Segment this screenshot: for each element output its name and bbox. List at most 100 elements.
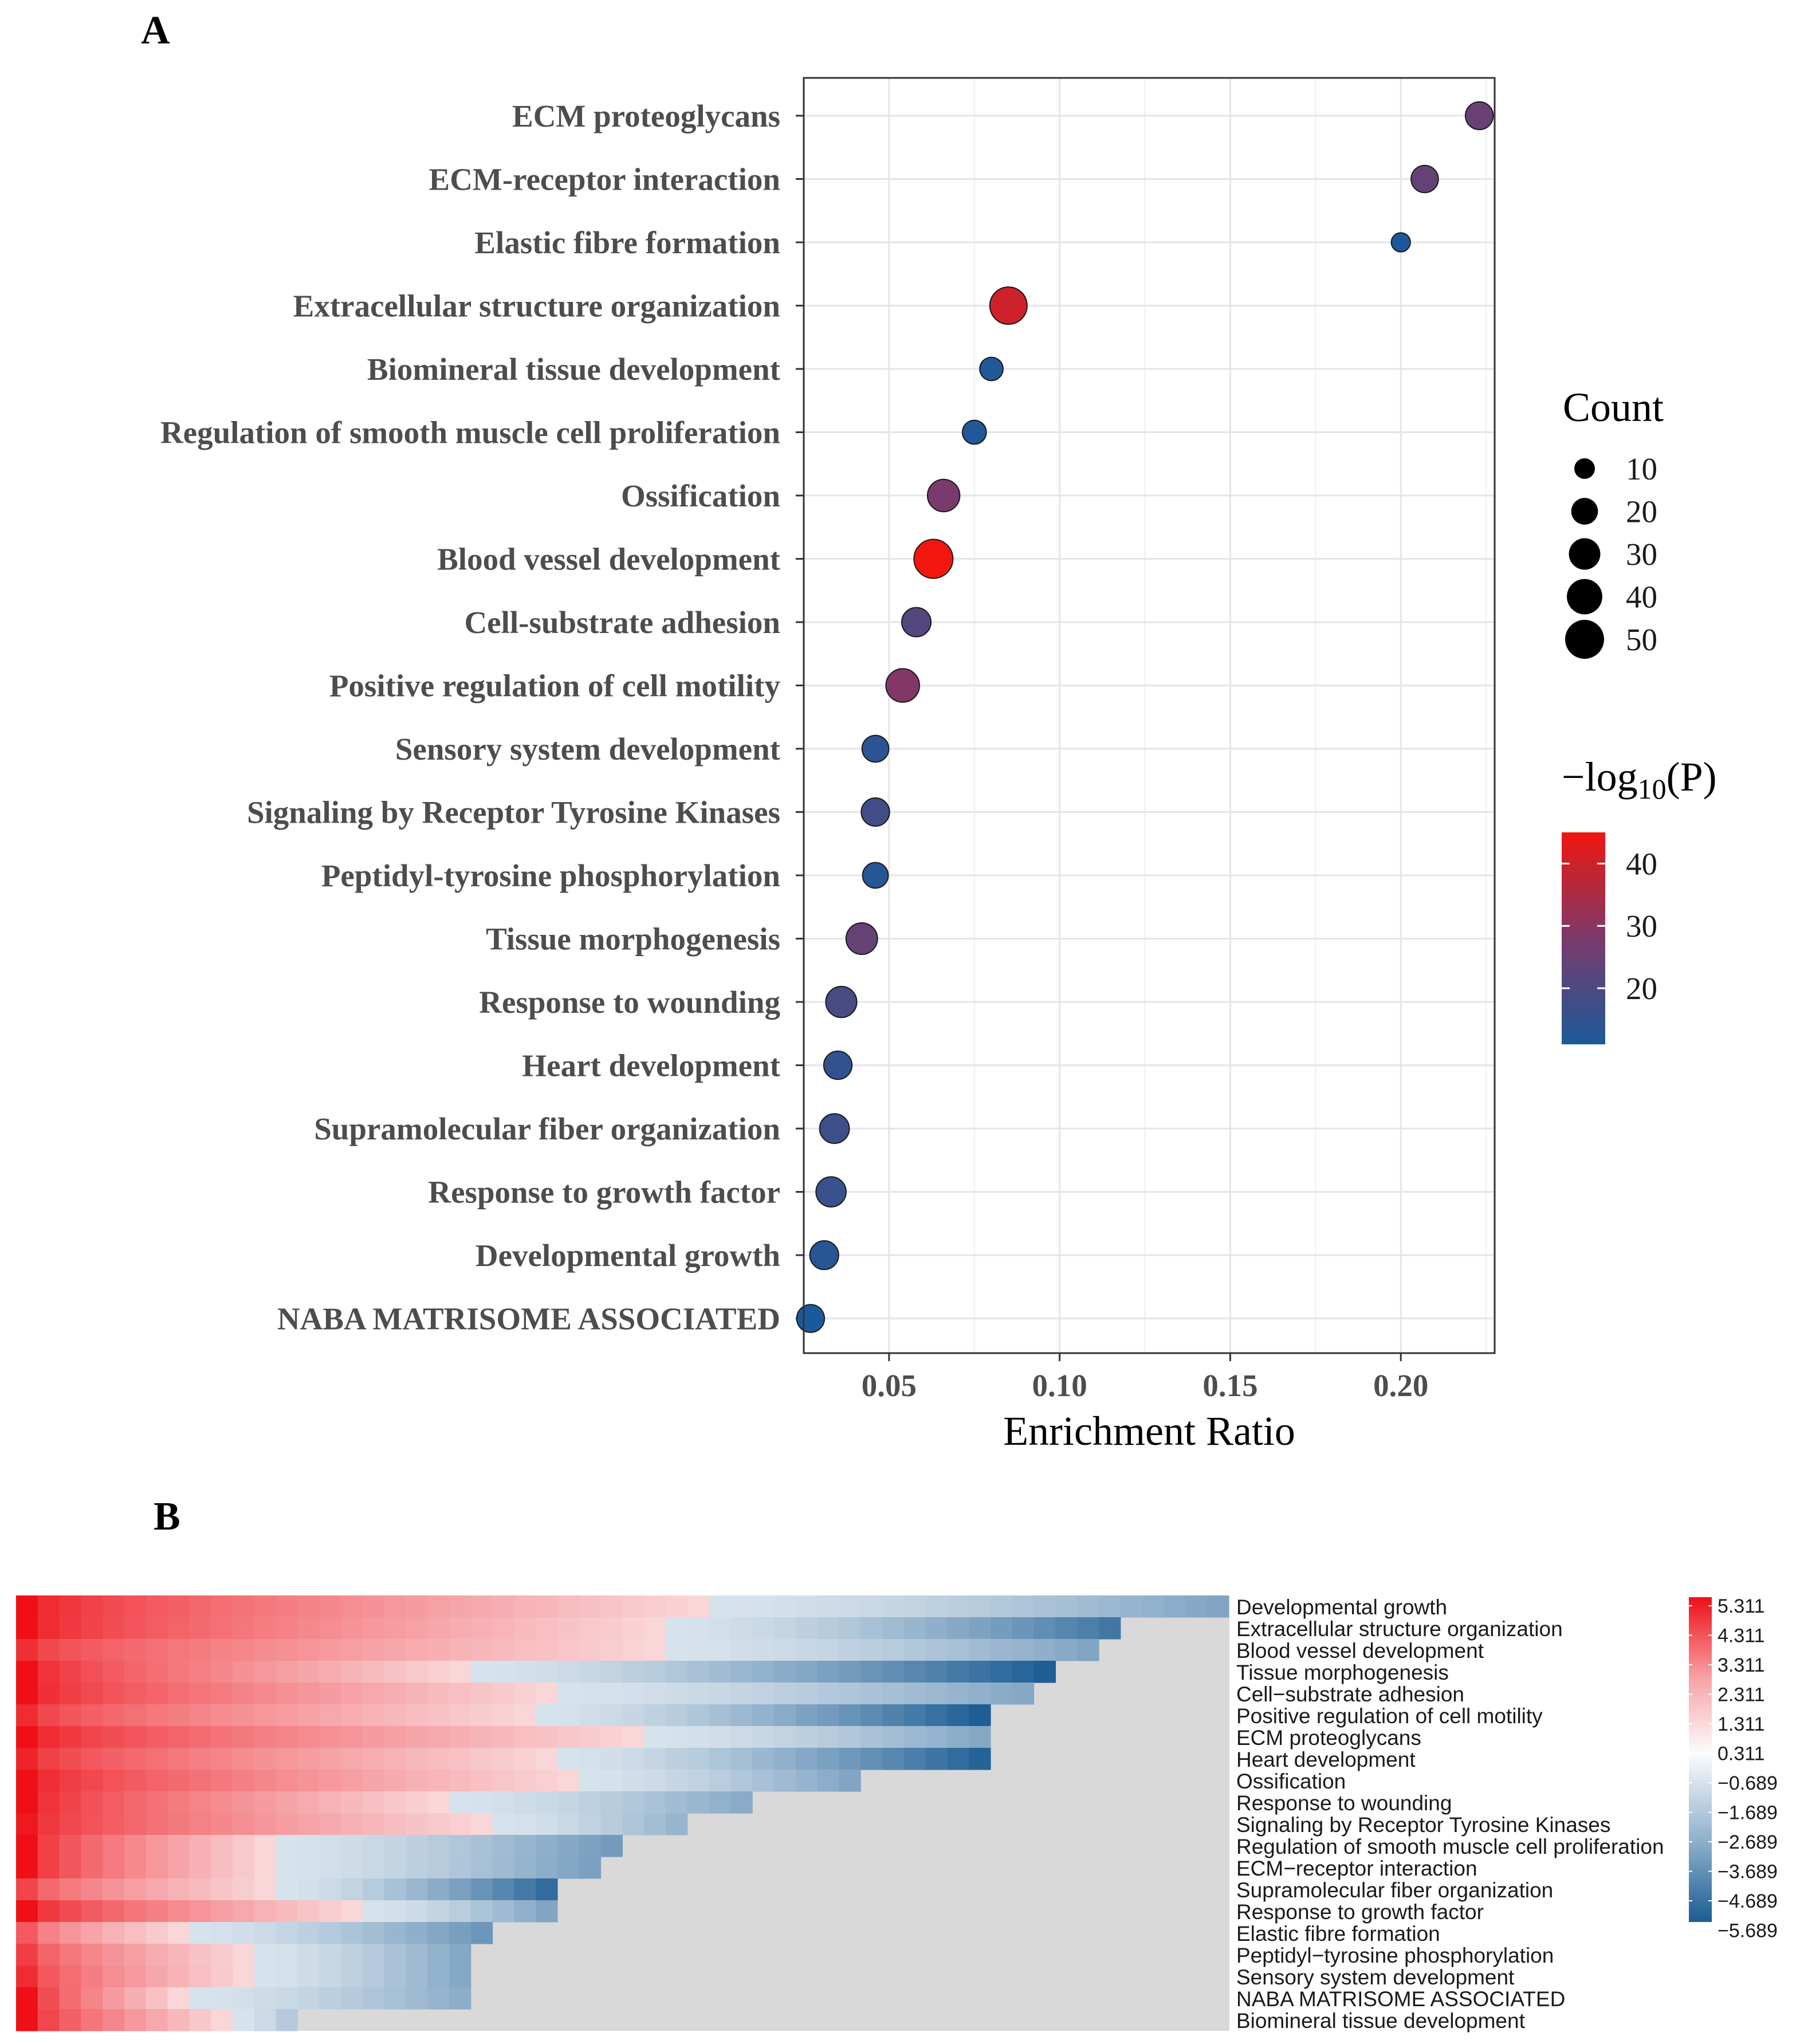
heatmap-cell (536, 1704, 558, 1727)
heatmap-cell (103, 1595, 125, 1618)
size-legend-dot (1569, 538, 1601, 570)
heatmap-cell (1012, 1661, 1035, 1683)
heatmap-cell (709, 1595, 731, 1618)
heatmap-cell (146, 1944, 168, 1966)
heatmap-cell (449, 1595, 471, 1618)
heatmap-cell (470, 1900, 493, 1923)
heatmap-cell (579, 1704, 602, 1727)
heatmap-cell (103, 1857, 125, 1879)
heatmap-cell (752, 1595, 775, 1618)
heatmap-cell (384, 1595, 406, 1618)
heatmap-cell (1033, 1639, 1056, 1661)
heatmap-cell (59, 1857, 81, 1879)
heatmap-cell (189, 2009, 211, 2031)
heatmap-cell (600, 1748, 623, 1770)
heatmap-cell (189, 1726, 211, 1748)
heatmap-cell (817, 1748, 839, 1770)
heatmap-cell (1055, 1595, 1078, 1618)
heatmap-cell (470, 1617, 493, 1640)
heatmap-cell (211, 1987, 233, 2010)
heatmap-cell (16, 1878, 38, 1901)
heatmap-cell (925, 1617, 948, 1640)
heatmap-cell (839, 1639, 861, 1661)
heatmap-cell (795, 1661, 818, 1683)
heatmap-cell (233, 2009, 255, 2031)
heatmap-cell (752, 1617, 775, 1640)
heatmap-cell (666, 1704, 688, 1727)
heatmap-cell (1077, 1617, 1099, 1640)
heatmap-cell (167, 1748, 190, 1770)
heatmap-cell (839, 1704, 861, 1727)
heatmap-cell (211, 1683, 233, 1705)
dot (809, 1240, 839, 1271)
dot (1464, 101, 1494, 131)
heatmap-cell (470, 1595, 493, 1618)
heatmap-cell (37, 1791, 60, 1814)
heatmap-cell (449, 1661, 471, 1683)
heatmap-cell (687, 1639, 710, 1661)
heatmap-cell (124, 1857, 147, 1879)
heatmap-cell (860, 1639, 883, 1661)
heatmap-cell (579, 1857, 602, 1879)
heatmap-cell (146, 1661, 168, 1683)
heatmap-cell (233, 1704, 255, 1727)
heatmap-cell (427, 1748, 450, 1770)
heatmap-cell (449, 1835, 471, 1857)
heatmap-row-label: Ossification (1236, 1770, 1346, 1793)
heatmap-cell (969, 1704, 991, 1727)
heatmap-cell (81, 1966, 103, 1988)
term-label: Sensory system development (395, 732, 781, 767)
heatmap-row-label: Response to wounding (1236, 1791, 1452, 1815)
heatmap-row-label: Signaling by Receptor Tyrosine Kinases (1236, 1813, 1610, 1837)
heatmap-cell (839, 1595, 861, 1618)
heatmap-cell (103, 1900, 125, 1923)
heatmap-cell (969, 1683, 991, 1705)
heatmap-cell (427, 1813, 450, 1835)
heatmap-cell (795, 1748, 818, 1770)
heatmap-cell (211, 1835, 233, 1857)
heatmap-cell (536, 1617, 558, 1640)
heatmap-cell (16, 1617, 38, 1640)
heatmap-cell (427, 1683, 450, 1705)
heatmap-cell (730, 1639, 753, 1661)
heatmap-cell (449, 1683, 471, 1705)
heatmap-cell (189, 1878, 211, 1901)
heatmap-cell (795, 1726, 818, 1748)
heatmap-cell (687, 1661, 710, 1683)
heatmap-cell (536, 1748, 558, 1770)
heatmap-cell (37, 1922, 60, 1944)
heatmap-cell (362, 1900, 385, 1923)
heatmap-cell (384, 1900, 406, 1923)
heatmap-cell (492, 1900, 514, 1923)
heatmap-cell (925, 1748, 948, 1770)
heatmap-cell (211, 1748, 233, 1770)
heatmap-cell (59, 1878, 81, 1901)
heatmap-cell (103, 1726, 125, 1748)
heatmap-cell (817, 1683, 839, 1705)
heatmap-scale-label: 0.311 (1718, 1743, 1765, 1765)
x-tick-label: 0.15 (1202, 1368, 1257, 1403)
heatmap-cell (59, 1900, 81, 1923)
heatmap-cell (362, 1748, 385, 1770)
heatmap-cell (189, 1987, 211, 2010)
heatmap-cell (666, 1770, 688, 1792)
heatmap-cell (16, 1944, 38, 1966)
heatmap-cell (709, 1748, 731, 1770)
heatmap-cell (1033, 1595, 1056, 1618)
size-legend-dot (1571, 498, 1598, 525)
heatmap-cell (167, 2009, 190, 2031)
heatmap-cell (211, 1813, 233, 1835)
heatmap-cell (254, 1617, 277, 1640)
heatmap-cell (276, 1878, 298, 1901)
heatmap-cell (730, 1726, 753, 1748)
heatmap-cell (233, 1683, 255, 1705)
heatmap-cell (687, 1748, 710, 1770)
heatmap-cell (341, 1857, 363, 1879)
heatmap-cell (362, 1857, 385, 1879)
heatmap-cell (81, 1878, 103, 1901)
heatmap-cell (579, 1748, 602, 1770)
heatmap-cell (16, 1683, 38, 1705)
heatmap-cell (666, 1661, 688, 1683)
heatmap-cell (622, 1661, 644, 1683)
